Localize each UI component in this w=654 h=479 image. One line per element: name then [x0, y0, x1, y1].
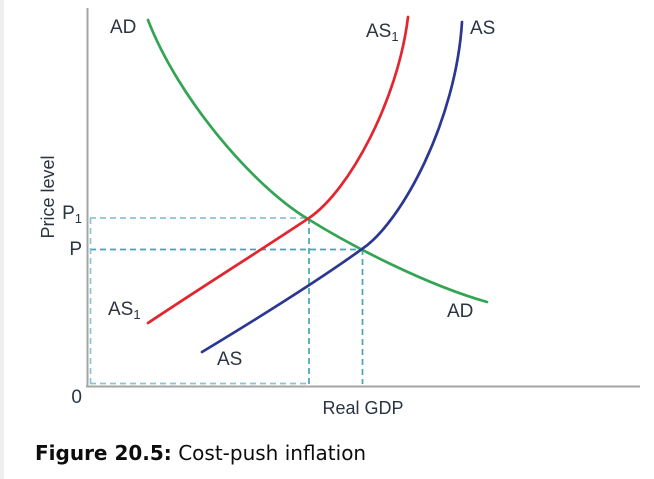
p1-subscript: 1 [74, 211, 82, 226]
p1-base: P [62, 203, 75, 224]
ad-curve-bottom-label: AD [447, 301, 474, 322]
x-axis-title: Real GDP [322, 398, 404, 418]
price-p1-label: P1 [48, 204, 82, 225]
figure-caption: Figure 20.5: Cost-push inflation [35, 441, 366, 466]
price-p-label: P [69, 239, 82, 260]
as-curve-bottom-label: AS [217, 349, 243, 370]
as-curve-top-label: AS [470, 18, 496, 39]
as1-curve-bottom-label: AS1 [108, 300, 141, 321]
as1-top-base: AS [366, 21, 392, 42]
as1-curve [146, 15, 410, 325]
as-curve [200, 20, 464, 354]
as1-curve-top-label: AS1 [366, 22, 399, 43]
ad-curve-top-label: AD [110, 17, 137, 38]
as1-bottom-subscript: 1 [133, 307, 141, 322]
ad-curve [146, 18, 489, 304]
origin-label: 0 [71, 387, 82, 408]
figure-caption-number: Figure 20.5: [35, 441, 172, 465]
figure-caption-title: Cost-push inflation [178, 441, 367, 465]
as1-top-subscript: 1 [391, 29, 399, 44]
y-axis-title: Price level [38, 155, 58, 239]
page-edge-strip [0, 0, 4, 479]
as1-bottom-base: AS [108, 299, 134, 320]
